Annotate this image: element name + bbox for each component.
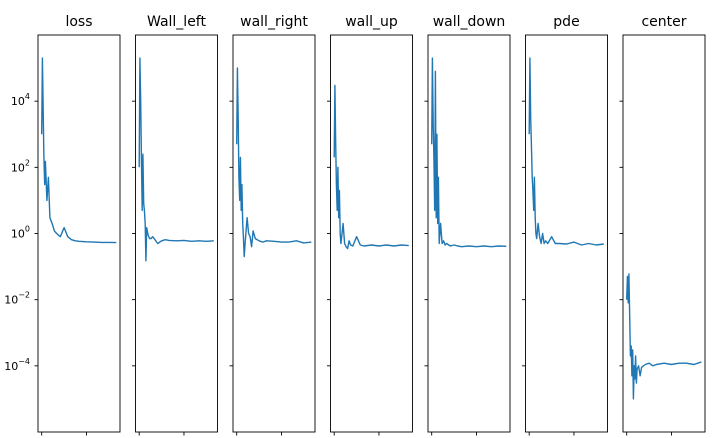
panel-wall-down: wall_down — [424, 14, 511, 436]
panel-title: Wall_left — [147, 14, 206, 30]
y-tick-exponent: −4 — [18, 357, 30, 366]
panel-title: wall_right — [240, 14, 308, 30]
panel-wall-up: wall_up — [327, 14, 413, 436]
y-tick-base: 10 — [11, 228, 25, 241]
y-tick-label: 102 — [11, 158, 30, 174]
panel-title: wall_down — [433, 14, 506, 30]
y-tick-label: 10−2 — [4, 291, 30, 307]
y-tick-exponent: 4 — [25, 92, 30, 101]
panel-title: center — [641, 14, 686, 30]
series-line — [626, 273, 702, 400]
panel-title: wall_up — [345, 14, 398, 30]
series-line — [333, 84, 409, 250]
y-tick-label: 10−4 — [4, 357, 30, 373]
y-tick-base: 10 — [4, 360, 18, 373]
y-tick-exponent: 0 — [25, 225, 30, 234]
panel-loss: loss — [34, 14, 121, 436]
panel-center: center — [619, 14, 706, 436]
y-tick-exponent: 2 — [25, 158, 30, 167]
y-tick-base: 10 — [11, 161, 25, 174]
y-tick-exponent: −2 — [18, 291, 30, 300]
series-line — [431, 57, 507, 248]
y-tick-label: 104 — [11, 92, 30, 108]
panel-frame — [330, 34, 413, 433]
series-line — [236, 67, 312, 258]
panel-pde: pde — [522, 14, 608, 436]
panel-frame — [37, 34, 121, 433]
series-line — [528, 57, 604, 246]
y-tick-label: 100 — [11, 225, 30, 241]
panel-title: loss — [65, 14, 92, 30]
panel-title: pde — [553, 14, 579, 30]
y-tick-base: 10 — [4, 294, 18, 307]
y-tick-base: 10 — [11, 95, 25, 108]
panels: loss Wall_left wall_right wall_up wall_down p… — [34, 14, 706, 436]
panel-wall-left: Wall_left — [132, 14, 218, 436]
series-line — [41, 57, 117, 244]
panel-wall-right: wall_right — [229, 14, 316, 436]
series-line — [138, 57, 214, 262]
